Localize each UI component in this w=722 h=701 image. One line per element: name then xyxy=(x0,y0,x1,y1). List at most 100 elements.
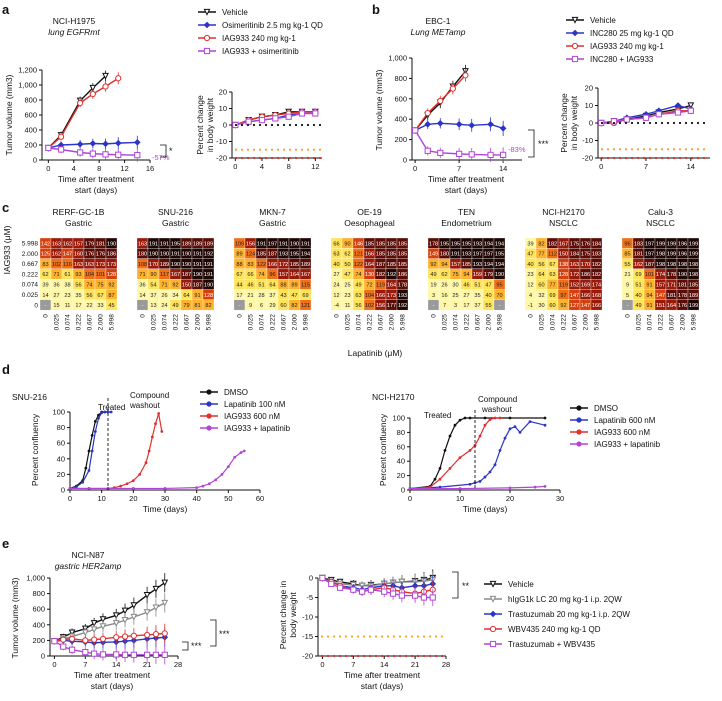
heatmap-cell-value: 191 xyxy=(451,252,460,258)
data-point xyxy=(89,90,96,98)
x-tick-label: 30 xyxy=(161,494,169,503)
heatmap-row-label: 0.074 xyxy=(22,282,39,289)
x-tick-label: 20 xyxy=(129,494,137,503)
heatmap-cell-value: 196 xyxy=(678,252,687,258)
heatmap-cell-value: 189 xyxy=(204,241,213,247)
heatmap-cell-value: 187 xyxy=(376,262,385,268)
data-point xyxy=(147,449,151,453)
heatmap-cell-value: 85 xyxy=(624,252,630,258)
annotation-percent: -57% xyxy=(152,153,170,162)
data-point xyxy=(51,638,58,645)
reference-dot xyxy=(422,654,426,658)
data-point xyxy=(160,430,164,433)
heatmap-cell-value: 39 xyxy=(527,241,533,247)
y-tick-label: 60 xyxy=(57,439,65,448)
reference-dot xyxy=(318,148,322,151)
data-point xyxy=(359,588,366,595)
heatmap-cell-value: 191 xyxy=(301,241,310,247)
y-tick-label: 0 xyxy=(61,486,65,495)
data-point xyxy=(233,455,237,459)
reference-dot xyxy=(648,156,652,160)
data-point xyxy=(130,602,138,610)
heatmap-cell-value: 82 xyxy=(538,241,544,247)
heatmap-cell-value: 185 xyxy=(257,252,266,258)
reference-dot xyxy=(398,635,402,638)
reference-dot xyxy=(666,121,670,125)
reference-dot xyxy=(362,635,366,638)
heatmap-cell-value: 40 xyxy=(485,293,491,299)
heatmap-cell-value: 47 xyxy=(485,283,491,289)
heatmap-col-label: 2.000 xyxy=(292,314,299,331)
data-point xyxy=(113,634,120,641)
heatmap-cell-value: 89 xyxy=(236,252,242,258)
heatmap-cell-value: 17 xyxy=(236,293,242,299)
heatmap-cell-value: 67 xyxy=(549,262,555,268)
data-point xyxy=(91,636,98,643)
heatmap-cell-value: 187 xyxy=(268,252,277,258)
panel-b-subtitle: Lung METamp xyxy=(411,27,466,37)
data-point xyxy=(214,478,218,482)
panel-e-title: NCI-N87 xyxy=(71,550,104,560)
heatmap-cell xyxy=(590,299,603,311)
heatmap-cell-value: 27 xyxy=(463,293,469,299)
heatmap-cell-value: 71 xyxy=(161,283,167,289)
legend-label: INC280 25 mg kg-1 QD xyxy=(590,29,674,38)
heatmap-cell-value: 172 xyxy=(279,262,288,268)
heatmap-cell-value: 167 xyxy=(171,272,180,278)
y-tick-label: 20 xyxy=(219,88,227,97)
x-axis-title: start (days) xyxy=(91,681,134,691)
heatmap-cell-value: 49 xyxy=(635,303,641,309)
data-point xyxy=(543,485,547,488)
reference-dot xyxy=(654,148,658,151)
x-axis-title: Time after treatment xyxy=(428,174,505,184)
heatmap-col-label: 0 xyxy=(528,314,535,318)
heatmap-cell-value: 178 xyxy=(667,272,676,278)
heatmap-cell-value: 167 xyxy=(559,241,568,247)
data-point xyxy=(143,592,151,599)
heatmap-cell-value: 16 xyxy=(441,293,447,299)
legend-label: Trastuzumab 20 mg kg-1 i.p. 2QW xyxy=(508,610,630,619)
heatmap-cell-value: 14 xyxy=(139,293,145,299)
heatmap-cell-value: 91 xyxy=(646,283,652,289)
heatmap-cell-value: 197 xyxy=(268,241,277,247)
heatmap-cell-value: 163 xyxy=(52,241,61,247)
data-point xyxy=(420,594,428,601)
reference-dot xyxy=(312,123,316,127)
y-tick-label: -20 xyxy=(216,154,227,163)
heatmap-cell-value: 11 xyxy=(65,303,71,309)
heatmap-col-label: 0.667 xyxy=(475,314,482,331)
heatmap-cell-value: 96 xyxy=(624,241,630,247)
heatmap-cell-value: 191 xyxy=(149,241,158,247)
data-point xyxy=(152,651,160,658)
panel-a-title: NCI-H1975 xyxy=(53,16,96,26)
significance-bracket xyxy=(210,619,217,647)
reference-dot xyxy=(240,123,244,127)
legend-marker xyxy=(576,405,582,411)
legend-label: DMSO xyxy=(594,404,618,413)
heatmap-cell-value: 46 xyxy=(247,283,253,289)
data-point xyxy=(161,651,168,658)
heatmap-cell-value: 27 xyxy=(53,293,59,299)
reference-dot xyxy=(612,148,616,151)
data-point xyxy=(133,139,141,146)
heatmap-cell-value: 35 xyxy=(474,293,480,299)
data-point xyxy=(82,649,89,656)
reference-dot xyxy=(270,123,274,127)
x-tick-label: 8 xyxy=(97,164,101,173)
heatmap-cell-value: 60 xyxy=(549,303,555,309)
heatmap-col-label: 5.998 xyxy=(206,314,213,331)
heatmap-cell-value: 194 xyxy=(484,241,493,247)
heatmap-cell-value: 181 xyxy=(96,241,105,247)
heatmap-cell-value: 189 xyxy=(689,293,698,299)
heatmap-cell-value: 197 xyxy=(645,241,654,247)
y-tick-label: 600 xyxy=(24,111,37,120)
data-point xyxy=(114,139,122,147)
data-point xyxy=(453,423,457,427)
legend-marker xyxy=(206,413,212,419)
heatmap-cell-value: 51 xyxy=(474,283,480,289)
heatmap-cell-value: 179 xyxy=(85,241,94,247)
significance-label: *** xyxy=(219,629,230,639)
y-tick-label: 0 xyxy=(401,486,405,495)
heatmap-cell-value: 170 xyxy=(149,262,158,268)
data-point xyxy=(109,410,113,414)
